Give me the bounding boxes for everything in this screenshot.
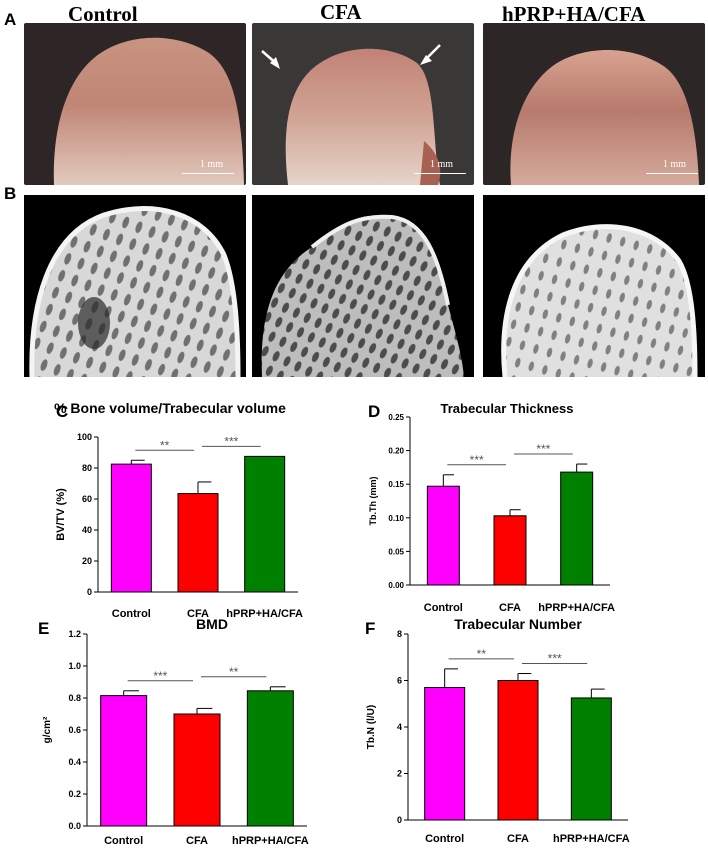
y-axis-label: g/cm² xyxy=(42,716,53,743)
significance-label: ** xyxy=(229,665,239,679)
chart-bmd: BMD g/cm² 0.0 0.2 0.4 0.6 0.8 1.0 1.2 Control CFA h… xyxy=(42,616,309,847)
bar-hprp-ha-cfa xyxy=(570,697,612,821)
group-title-treated: hPRP+HA/CFA xyxy=(502,2,646,26)
significance-label: ** xyxy=(160,438,170,452)
bar-cfa xyxy=(177,493,219,593)
y-tick-label: 0.15 xyxy=(388,480,404,489)
bar-control xyxy=(426,485,460,586)
y-tick-label: 0.8 xyxy=(68,693,81,703)
group-title-cfa: CFA xyxy=(320,0,362,24)
x-category-label: Control xyxy=(112,608,151,620)
photo-control: 1 mm xyxy=(24,23,246,185)
y-tick-label: 2 xyxy=(397,769,402,779)
scale-bar-label: 1 mm xyxy=(200,159,224,170)
panel-letter-d: D xyxy=(368,402,381,421)
y-tick-label: 8 xyxy=(397,629,402,639)
significance-label: *** xyxy=(548,652,562,666)
bar-control xyxy=(100,695,148,827)
significance-label: *** xyxy=(536,442,550,456)
microct-image-control xyxy=(29,206,241,377)
x-category-label: CFA xyxy=(499,602,521,614)
x-category-label: hPRP+HA/CFA xyxy=(538,602,615,614)
y-tick-label: 1.0 xyxy=(68,661,81,671)
x-category-label: Control xyxy=(425,833,464,845)
y-tick-label: 0.6 xyxy=(68,725,81,735)
panel-letter-f: F xyxy=(365,619,376,638)
y-tick-label: 0.4 xyxy=(68,757,81,767)
x-category-label: hPRP+HA/CFA xyxy=(232,835,309,847)
panel-letter-c: C xyxy=(56,402,69,421)
x-category-label: CFA xyxy=(187,608,209,620)
microct-image-treated xyxy=(501,224,698,377)
y-tick-label: 0 xyxy=(397,815,402,825)
bar-cfa xyxy=(497,680,539,821)
y-axis-label: Tb.Th (mm) xyxy=(368,477,378,526)
y-tick-label: 1.2 xyxy=(68,629,81,639)
x-category-label: Control xyxy=(424,602,463,614)
significance-label: *** xyxy=(470,453,484,467)
y-tick-label: 20 xyxy=(82,556,92,566)
y-tick-label: 0.20 xyxy=(388,447,404,456)
chart-title: BMD xyxy=(196,616,228,632)
y-axis-label: BV/TV (%) xyxy=(55,488,67,541)
bar-control xyxy=(424,686,466,821)
scale-bar-label: 1 mm xyxy=(663,159,687,170)
bar-cfa xyxy=(493,515,527,586)
x-category-label: hPRP+HA/CFA xyxy=(553,833,630,845)
chart-title: % Bone volume/Trabecular volume xyxy=(54,400,286,416)
y-tick-label: 0.25 xyxy=(388,413,404,422)
y-tick-label: 0.2 xyxy=(68,789,81,799)
x-category-label: hPRP+HA/CFA xyxy=(226,608,303,620)
bar-cfa xyxy=(173,713,221,827)
bone-photo-treated xyxy=(510,49,699,185)
bar-hprp-ha-cfa xyxy=(244,455,286,593)
microct-treated xyxy=(483,195,705,377)
y-tick-label: 60 xyxy=(82,494,92,504)
microct-control xyxy=(24,195,246,377)
panel-letter-a: A xyxy=(4,10,17,29)
x-category-label: CFA xyxy=(507,833,529,845)
x-category-label: Control xyxy=(104,835,143,847)
microct-cfa xyxy=(252,195,474,377)
y-tick-label: 40 xyxy=(82,525,92,535)
y-tick-label: 0.00 xyxy=(388,581,404,590)
significance-label: *** xyxy=(153,669,167,683)
y-tick-label: 0.0 xyxy=(68,821,81,831)
bar-control xyxy=(110,463,152,593)
bone-photo-cfa xyxy=(261,44,441,185)
significance-label: ** xyxy=(477,647,487,661)
bar-hprp-ha-cfa xyxy=(246,690,294,827)
chart-trabecular-thickness: Trabecular Thickness Tb.Th (mm) 0.00 0.05 0.… xyxy=(368,401,615,614)
bone-photo-control xyxy=(53,37,245,185)
panel-letter-e: E xyxy=(38,619,50,638)
panel-letter-b: B xyxy=(4,184,17,203)
scale-bar-line xyxy=(414,173,466,174)
photo-cfa: 1 mm xyxy=(252,23,474,185)
group-title-control: Control xyxy=(68,2,138,26)
chart-trabecular-number: Trabecular Number Tb.N (l/U) 0 2 4 6 8 Control C… xyxy=(366,616,630,845)
y-tick-label: 6 xyxy=(397,676,402,686)
significance-label: *** xyxy=(224,434,238,448)
chart-title: Trabecular Number xyxy=(454,616,582,632)
x-category-label: CFA xyxy=(186,835,208,847)
scale-bar-label: 1 mm xyxy=(430,159,454,170)
y-tick-label: 0.10 xyxy=(388,514,404,523)
y-tick-label: 4 xyxy=(397,722,402,732)
bar-hprp-ha-cfa xyxy=(560,471,594,586)
y-tick-label: 0 xyxy=(87,587,92,597)
scale-bar-line xyxy=(646,173,698,174)
chart-bv-tv: % Bone volume/Trabecular volume BV/TV (%)… xyxy=(54,400,303,620)
microct-image-cfa xyxy=(261,214,464,377)
chart-title: Trabecular Thickness xyxy=(441,401,574,416)
photo-treated: 1 mm xyxy=(483,23,705,185)
y-axis-label: Tb.N (l/U) xyxy=(366,705,377,749)
y-tick-label: 100 xyxy=(77,432,92,442)
scale-bar-line xyxy=(182,173,234,174)
y-tick-label: 0.05 xyxy=(388,547,404,556)
y-tick-label: 80 xyxy=(82,463,92,473)
